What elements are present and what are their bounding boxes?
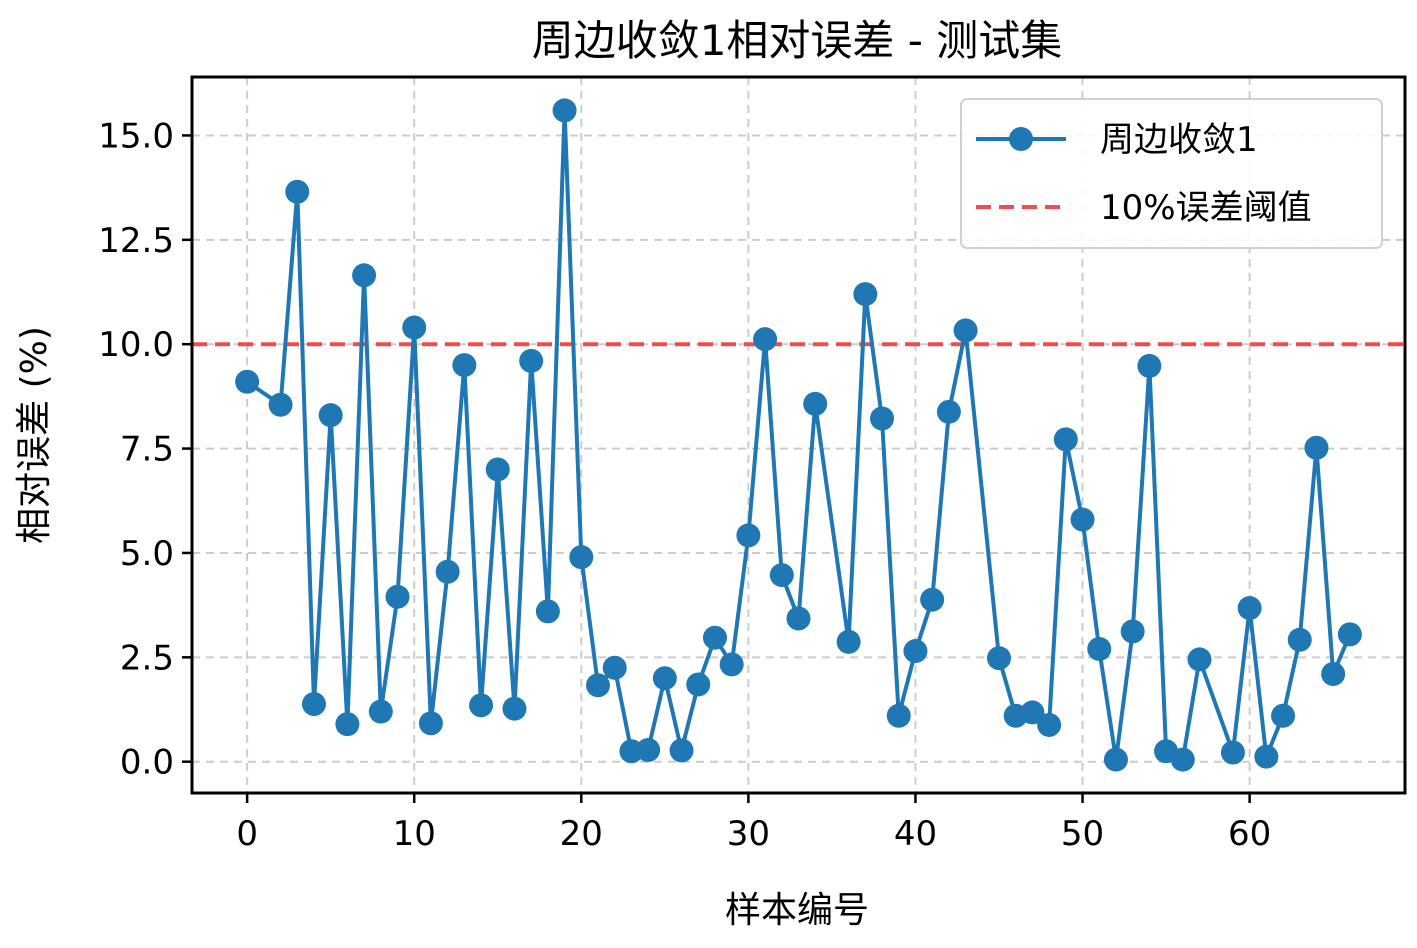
data-point[interactable] [368,699,393,724]
y-tick-label: 2.5 [120,638,174,678]
data-point[interactable] [853,282,878,307]
data-point[interactable] [535,599,560,624]
y-axis-title: 相对误差 (%) [14,326,55,544]
data-point[interactable] [1254,744,1279,769]
data-point[interactable] [936,399,961,424]
data-point[interactable] [1187,647,1212,672]
plot-frame [190,75,1407,795]
data-point[interactable] [1321,662,1346,687]
data-point[interactable] [402,315,427,340]
data-point[interactable] [903,639,928,664]
x-tick-label: 20 [560,814,603,854]
x-axis-ticks: 0 10 20 30 40 50 60 [236,793,1271,854]
data-point[interactable] [1220,740,1245,765]
data-point[interactable] [1103,747,1128,772]
data-point[interactable] [1020,700,1045,725]
data-point[interactable] [285,179,310,204]
chart-title: 周边收敛1相对误差 - 测试集 [532,16,1063,65]
y-tick-label: 7.5 [120,430,174,470]
y-tick-label: 0.0 [120,743,174,783]
data-point[interactable] [1120,619,1145,644]
y-axis-ticks: 0.0 2.5 5.0 7.5 10.0 12.5 15.0 [98,116,192,783]
data-point[interactable] [736,523,761,548]
y-tick-label: 10.0 [98,325,174,365]
data-point[interactable] [1304,435,1329,460]
data-point[interactable] [586,673,611,698]
x-tick-label: 50 [1061,814,1104,854]
data-point[interactable] [385,584,410,609]
data-point[interactable] [1237,596,1262,621]
data-point[interactable] [803,391,828,416]
data-point[interactable] [1053,427,1078,452]
data-point[interactable] [418,711,443,736]
x-tick-label: 30 [727,814,770,854]
data-point[interactable] [519,348,544,373]
x-axis-title: 样本编号 [725,890,869,931]
data-point[interactable] [335,712,360,737]
data-point[interactable] [886,703,911,728]
x-tick-label: 60 [1228,814,1271,854]
legend-box [960,98,1383,249]
data-point[interactable] [352,263,377,288]
legend-threshold-label: 10%误差阈值 [1100,188,1312,228]
legend-series-label: 周边收敛1 [1100,120,1258,160]
data-point[interactable] [1271,703,1296,728]
data-point[interactable] [769,563,794,588]
data-point[interactable] [569,545,594,570]
x-tick-label: 10 [393,814,436,854]
data-point[interactable] [301,692,326,717]
data-point[interactable] [485,457,510,482]
data-point[interactable] [702,625,727,650]
series-layer [235,98,1362,772]
data-point[interactable] [636,737,661,762]
data-point[interactable] [669,738,694,763]
data-point[interactable] [1037,712,1062,737]
data-point[interactable] [1087,636,1112,661]
data-point[interactable] [836,629,861,654]
data-point[interactable] [452,353,477,378]
data-point[interactable] [469,693,494,718]
data-point[interactable] [502,696,527,721]
legend-series-marker [1009,127,1033,151]
data-point[interactable] [1287,627,1312,652]
data-point[interactable] [686,672,711,697]
data-point[interactable] [986,646,1011,671]
data-point[interactable] [652,666,677,691]
data-point[interactable] [753,327,778,352]
data-point[interactable] [1170,747,1195,772]
x-tick-label: 0 [236,814,258,854]
y-tick-label: 5.0 [120,534,174,574]
y-tick-label: 15.0 [98,116,174,156]
data-point[interactable] [920,587,945,612]
data-point[interactable] [235,369,260,394]
data-point[interactable] [552,98,577,123]
data-point[interactable] [870,406,895,431]
data-point[interactable] [786,606,811,631]
data-point[interactable] [1070,507,1095,532]
data-point[interactable] [1137,353,1162,378]
data-point[interactable] [1337,622,1362,647]
y-tick-label: 12.5 [98,221,174,261]
data-point[interactable] [435,559,460,584]
legend: 周边收敛1 10%误差阈值 [960,98,1383,249]
data-point[interactable] [318,403,343,428]
data-point[interactable] [602,655,627,680]
data-point[interactable] [268,392,293,417]
x-tick-label: 40 [894,814,937,854]
data-point[interactable] [953,318,978,343]
data-point[interactable] [719,652,744,677]
